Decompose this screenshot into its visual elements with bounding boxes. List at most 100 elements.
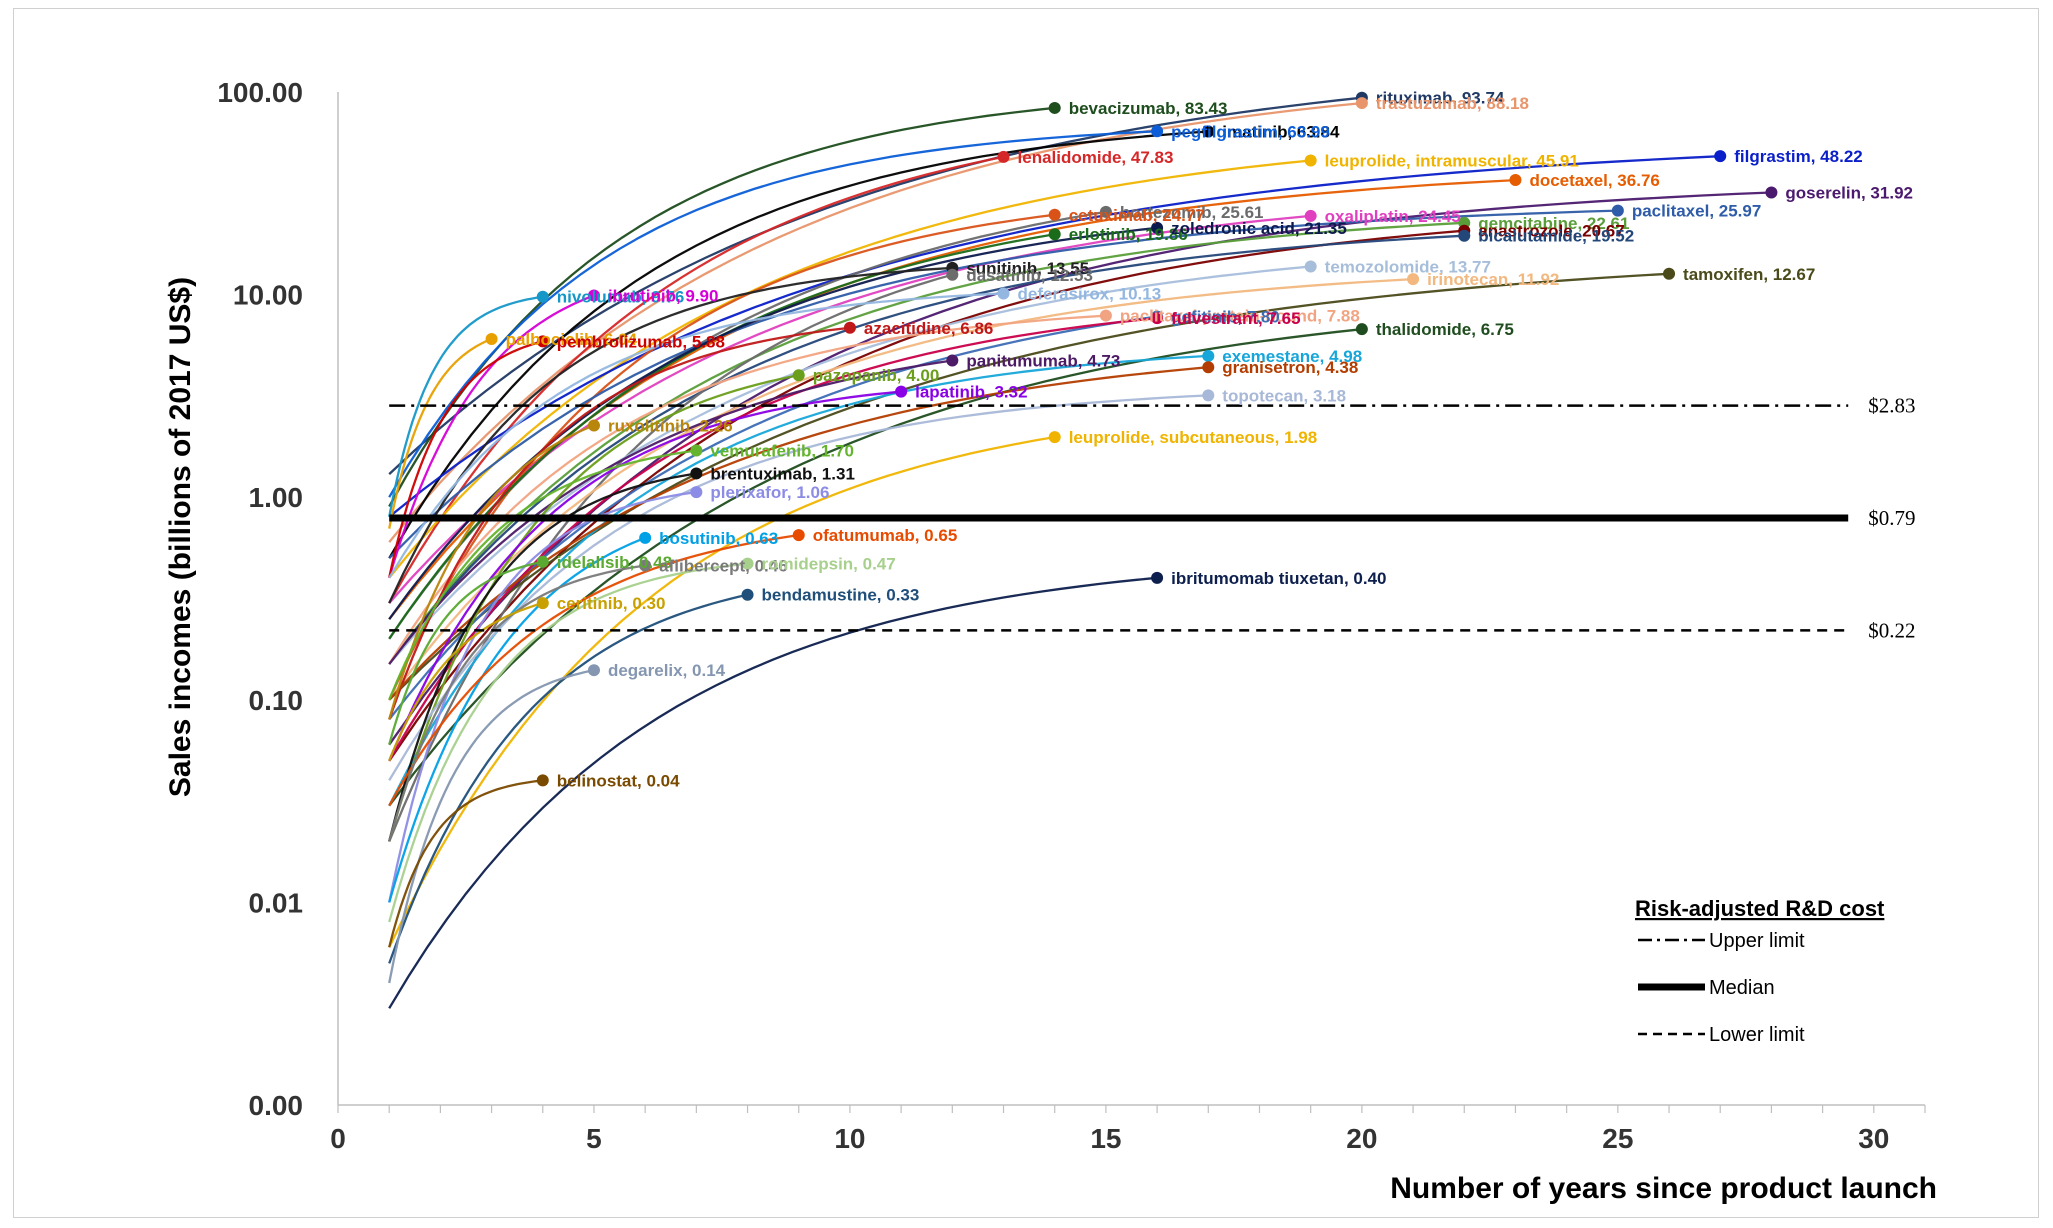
series-label: exemestane, 4.98 [1222,347,1362,366]
series-curve [388,560,544,746]
legend-title: Risk-adjusted R&D cost [1635,896,1885,921]
series-curve [388,449,697,701]
series-end-point [1099,309,1112,322]
series-end-point [1355,97,1368,110]
y-tick-label: 0.10 [249,685,304,716]
y-tick-label: 100.00 [217,77,303,108]
series-label: gemcitabine, 22.61 [1478,214,1629,233]
y-tick-label: 0.01 [249,887,304,918]
series-end-point [843,321,856,334]
series-end-point [741,588,754,601]
series-label: paclitaxel protein-bound, 7.88 [1120,307,1360,326]
series-label: deferasirox, 10.13 [1018,284,1162,303]
legend-label-median: Median [1709,977,1775,999]
series-label: ibritumomab tiuxetan, 0.40 [1171,569,1386,588]
series-label: leuprolide, subcutaneous, 1.98 [1069,428,1317,447]
reference-line-label: $0.22 [1868,618,1915,642]
series-end-point [1355,323,1368,336]
series-label: ibrutinib, 9.90 [608,286,719,305]
series-label: trastuzumab, 88.18 [1376,94,1529,113]
series-label: bicalutamide, 19.52 [1478,227,1634,246]
series-end-point [1509,174,1522,187]
series-curve [388,490,697,903]
series-end-point [741,557,754,570]
series-curve [388,779,543,948]
series-end-point [639,531,652,544]
series-end-point [1048,101,1061,114]
series-label: ceritinib, 0.30 [557,594,666,613]
series-end-points [485,91,1778,787]
series-curve [388,266,953,604]
series-end-point [1099,205,1112,218]
series-end-point [536,597,549,610]
series-label: paclitaxel, 25.97 [1632,202,1761,221]
series-label: pembrolizumab, 5.88 [557,332,725,351]
series-curve [388,601,544,762]
series-curve [388,359,953,665]
series-end-point [997,150,1010,163]
series-label: palbociclib, 6.04 [506,330,638,349]
series-end-point [536,290,549,303]
series-end-point [485,332,498,345]
series-end-point [536,774,549,787]
series-curve [388,424,595,720]
series-curve [388,669,595,984]
series-label: docetaxel, 36.76 [1529,171,1659,190]
series-end-point [946,354,959,367]
series-curve [388,96,1363,475]
x-tick-label: 0 [330,1123,346,1154]
series-curve [388,472,697,842]
series-curve [388,593,748,964]
series-label: sunitinib, 13.55 [966,259,1089,278]
series-curve [388,213,1055,701]
series-label: lapatinib, 3.32 [915,383,1027,402]
series-curve [388,294,595,579]
series-label: erlotinib, 19.86 [1069,225,1188,244]
series-end-point [1663,267,1676,280]
series-label: azacitidine, 6.86 [864,319,993,338]
legend-label-lower: Lower limit [1709,1024,1805,1046]
series-end-point [946,268,959,281]
series-label: fulvestrant, 7.65 [1171,309,1300,328]
series-end-point [1151,221,1164,234]
series-curve [388,314,1106,665]
series-end-point [895,385,908,398]
series-end-point [792,529,805,542]
series-end-point [1714,150,1727,163]
series-curve [388,295,543,518]
series-end-point [1611,204,1624,217]
series-curve [388,374,799,842]
series-end-point [997,287,1010,300]
series-curve [388,130,1158,498]
series-curve [388,272,1670,701]
series-label: lenalidomide, 47.83 [1018,148,1174,167]
x-tick-label: 20 [1346,1123,1377,1154]
y-tick-label: 0.00 [249,1090,304,1121]
series-label: ofatumumab, 0.65 [813,526,958,545]
series-end-point [639,559,652,572]
reference-line-label: $0.79 [1868,506,1915,530]
series-label: dasatinib, 12.53 [966,266,1093,285]
series-label: imatinib, 63.84 [1222,122,1340,141]
series-end-point [1765,186,1778,199]
series-label: romidepsin, 0.47 [762,555,896,574]
series-end-point [792,369,805,382]
y-tick-label: 1.00 [249,482,304,513]
x-tick-label: 15 [1090,1123,1121,1154]
series-end-point [536,335,549,348]
series-end-point [1304,260,1317,273]
x-tick-label: 25 [1602,1123,1633,1154]
series-curve [388,209,1618,560]
x-tick-label: 30 [1858,1123,1889,1154]
series-end-point [1458,229,1471,242]
series-end-point [1048,208,1061,221]
series-label: irinotecan, 11.92 [1427,270,1559,289]
series-curve [388,101,1363,543]
series-label: plerixafor, 1.06 [710,483,829,502]
series-end-point [1407,273,1420,286]
series-label: zoledronic acid, 21.35 [1171,219,1347,238]
series-curve [388,340,544,579]
series-end-point [1202,389,1215,402]
